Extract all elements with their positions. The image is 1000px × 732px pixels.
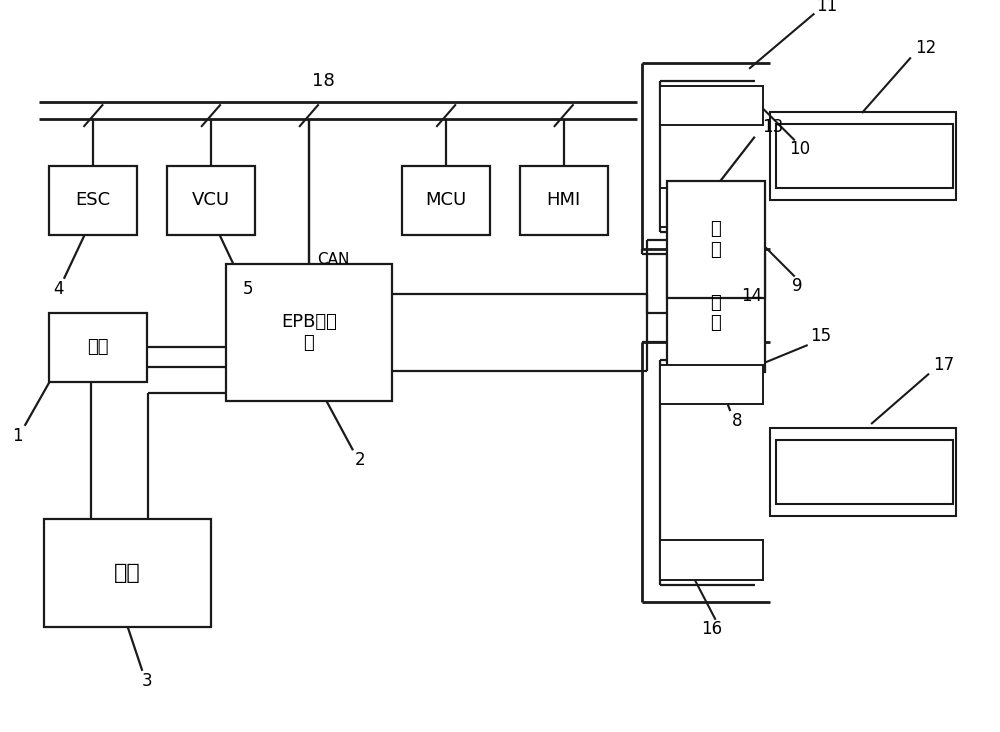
- Text: 11: 11: [817, 0, 838, 15]
- Bar: [776, 124, 953, 188]
- Bar: [402, 166, 490, 235]
- Text: 18: 18: [312, 72, 335, 89]
- Text: 2: 2: [355, 451, 365, 469]
- Text: 5: 5: [243, 280, 253, 298]
- Bar: [776, 441, 953, 504]
- Text: 12: 12: [915, 40, 936, 58]
- Text: 8: 8: [732, 412, 742, 430]
- Bar: [660, 540, 763, 580]
- Text: 17: 17: [933, 356, 954, 373]
- Bar: [660, 365, 763, 404]
- Text: 16: 16: [702, 620, 723, 638]
- Bar: [44, 519, 211, 627]
- Text: 4: 4: [54, 280, 64, 298]
- Text: CAN: CAN: [317, 252, 349, 266]
- Bar: [226, 264, 392, 401]
- Text: EPB控制
器: EPB控制 器: [281, 313, 337, 352]
- Text: 15: 15: [810, 326, 831, 345]
- Bar: [49, 313, 147, 381]
- Text: 3: 3: [142, 671, 153, 690]
- Text: 电
机: 电 机: [710, 294, 721, 332]
- Text: ESC: ESC: [76, 191, 111, 209]
- Bar: [667, 254, 765, 372]
- Text: 13: 13: [762, 118, 783, 136]
- Bar: [770, 112, 956, 201]
- Bar: [660, 187, 763, 227]
- Bar: [49, 166, 137, 235]
- Bar: [520, 166, 608, 235]
- Text: MCU: MCU: [425, 191, 467, 209]
- Text: 10: 10: [789, 141, 810, 158]
- Bar: [167, 166, 255, 235]
- Text: HMI: HMI: [547, 191, 581, 209]
- Text: 电源: 电源: [114, 563, 141, 583]
- Bar: [660, 86, 763, 125]
- Bar: [770, 428, 956, 517]
- Text: VCU: VCU: [192, 191, 230, 209]
- Text: 9: 9: [792, 277, 803, 295]
- Text: 按键: 按键: [87, 338, 109, 356]
- Text: 电
机: 电 机: [710, 220, 721, 259]
- Text: 14: 14: [741, 288, 762, 305]
- Text: 1: 1: [13, 427, 23, 444]
- Bar: [667, 181, 765, 299]
